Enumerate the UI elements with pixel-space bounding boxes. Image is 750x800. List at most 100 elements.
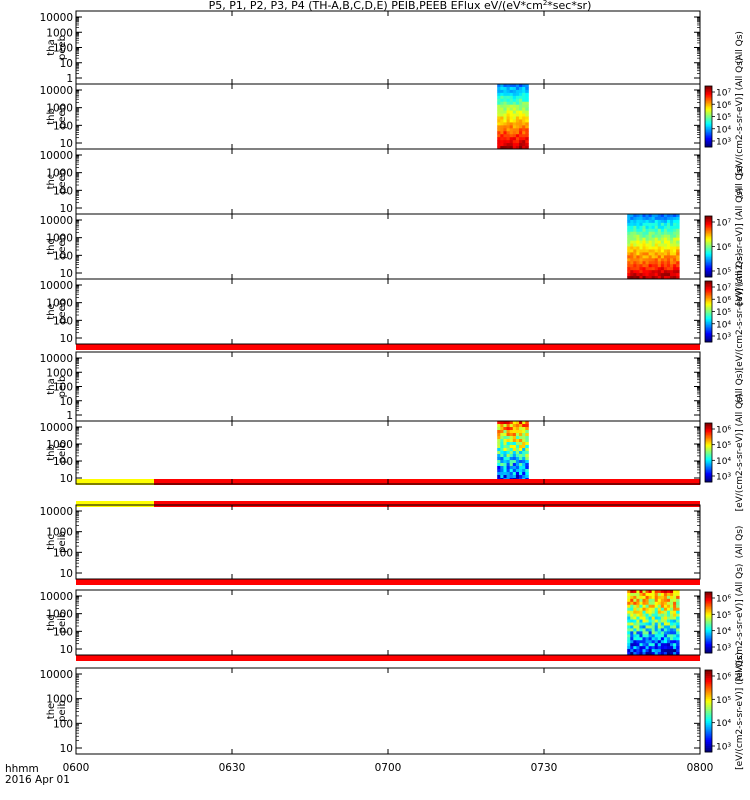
spectrogram-cell xyxy=(673,592,677,597)
spectrogram-cell xyxy=(651,595,656,600)
spectrogram-cell xyxy=(670,261,674,265)
spectrogram-cell xyxy=(636,631,640,635)
spectrogram-cell xyxy=(657,246,662,250)
colorbar-segment xyxy=(705,451,712,453)
spectrogram-cell xyxy=(673,276,677,280)
spectrogram-cell xyxy=(663,237,668,241)
spectrogram-cell xyxy=(525,113,529,117)
colorbar-segment xyxy=(705,246,712,249)
spectrogram-cell xyxy=(676,228,680,233)
spectrogram-cell xyxy=(673,222,677,227)
spectrogram-cell xyxy=(503,128,507,132)
spectrogram-cell xyxy=(651,619,656,623)
colorbar-segment xyxy=(705,680,712,683)
spectrogram-cell xyxy=(676,616,680,620)
y-tick-label: 10 xyxy=(60,333,73,345)
colorbar-segment xyxy=(705,694,712,698)
spectrogram-cell xyxy=(519,466,523,470)
spectrogram-cell xyxy=(651,622,656,626)
spectrogram-cell xyxy=(515,460,520,464)
spectrogram-cell xyxy=(666,610,671,615)
spectrogram-cell xyxy=(636,222,640,227)
spectrogram-cell xyxy=(676,598,680,603)
colorbar-segment xyxy=(705,267,712,270)
spectrogram-cell xyxy=(522,460,526,464)
spectrogram-cell xyxy=(509,98,514,103)
colorbar-segment xyxy=(705,598,712,601)
colorbar-segment xyxy=(705,232,712,235)
spectrogram-cell xyxy=(639,231,643,236)
spectrogram-cell xyxy=(636,598,640,603)
spectrogram-cell xyxy=(673,216,677,221)
spectrogram-cell xyxy=(645,228,650,233)
spectrogram-cell xyxy=(522,436,526,440)
spectrogram-cell xyxy=(657,619,662,623)
y-tick-label: 1000 xyxy=(46,103,73,115)
spectrogram-cell xyxy=(676,604,680,609)
spectrogram-cell xyxy=(645,590,650,594)
spectrogram-cell xyxy=(497,451,501,455)
spectrogram-cell xyxy=(648,216,653,221)
colorbar-segment xyxy=(705,317,712,320)
spectrogram-cell xyxy=(519,427,523,431)
spectrogram-cell xyxy=(519,98,523,103)
spectrogram-cell xyxy=(666,240,671,244)
colorbar-tick-label: 10⁵ xyxy=(716,308,731,318)
y-tick-label: 100 xyxy=(53,185,73,197)
colorbar-segment xyxy=(705,288,712,291)
spectrogram-cell xyxy=(627,649,631,653)
colorbar-segment xyxy=(705,293,712,296)
spectrogram-cell xyxy=(663,240,668,244)
spectrogram-cell xyxy=(497,466,501,470)
colorbar-segment xyxy=(705,672,712,675)
spectrogram-cell xyxy=(642,252,646,256)
spectrogram-cell xyxy=(503,421,507,425)
colorbar-segment xyxy=(705,122,712,125)
colorbar-segment xyxy=(705,284,712,286)
spectrogram-cell xyxy=(670,640,674,644)
spectrogram-cell xyxy=(630,276,634,280)
spectrogram-cell xyxy=(627,264,631,268)
spectrogram-cell xyxy=(676,592,680,597)
spectrogram-cell xyxy=(642,601,646,606)
spectrogram-cell xyxy=(633,240,637,244)
spectrogram-cell xyxy=(663,222,668,227)
y-tick-label: 10 xyxy=(60,138,73,150)
spectrogram-cell xyxy=(515,442,520,446)
spectrogram-cell xyxy=(512,146,517,150)
spectrogram-cell xyxy=(503,442,507,446)
colorbar-label: (All Qs) xyxy=(735,370,745,403)
spectrogram-cell xyxy=(651,225,656,230)
spectrogram-cell xyxy=(639,276,643,280)
spectrogram-cell xyxy=(657,225,662,230)
colorbar-segment xyxy=(705,696,712,700)
spectrogram-cell xyxy=(657,628,662,632)
spectrogram-cell xyxy=(660,246,665,250)
spectrogram-cell xyxy=(639,237,643,241)
panel-frame-thb-peeb xyxy=(75,83,701,150)
colorbar-segment xyxy=(705,251,712,253)
spectrogram-cell xyxy=(642,246,646,250)
spectrogram-cell xyxy=(509,128,514,132)
spectrogram-cell xyxy=(648,634,653,638)
spectrogram-cell xyxy=(506,472,511,476)
spectrogram-cell xyxy=(645,643,650,647)
spectrogram-cell xyxy=(509,448,514,452)
spectrogram-cell xyxy=(673,619,677,623)
spectrogram-cell xyxy=(654,649,659,653)
spectrogram-cell xyxy=(639,595,643,600)
spectrogram-cell xyxy=(630,625,634,629)
spectrogram-cell xyxy=(522,140,526,144)
spectrogram-cell xyxy=(525,463,529,467)
colorbar-frame xyxy=(704,422,713,483)
y-tick-label: 1000 xyxy=(46,298,73,310)
colorbar-segment xyxy=(705,299,712,302)
spectrogram-cell xyxy=(645,273,650,277)
spectrogram-cell xyxy=(497,92,501,97)
spectrogram-cell xyxy=(627,267,631,271)
spectrogram-cell xyxy=(663,634,668,638)
spectrogram-cell xyxy=(642,604,646,609)
spectrogram-cell xyxy=(673,604,677,609)
spectrogram-cell xyxy=(500,451,504,455)
